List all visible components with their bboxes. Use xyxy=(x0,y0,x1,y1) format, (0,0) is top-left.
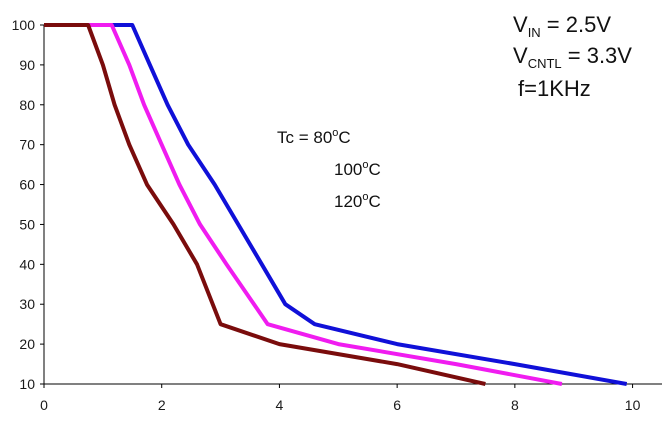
annotation-vin: VIN = 2.5V xyxy=(513,12,611,40)
annotation-temp-120: 120oC xyxy=(334,191,381,211)
annotation-tc-prefix: Tc = xyxy=(277,128,313,147)
y-tick-label: 20 xyxy=(19,336,35,352)
series-line-blue xyxy=(44,23,628,386)
x-tick-label: 8 xyxy=(511,397,519,413)
annotation-temp-100: 100oC xyxy=(334,159,381,179)
annotation-vcntl-sub: CNTL xyxy=(528,56,562,71)
x-tick-label: 4 xyxy=(276,397,284,413)
annotation-temp-80-unit: C xyxy=(338,128,350,147)
annotation-temp-80-sup: o xyxy=(332,127,338,139)
series-line-maroon xyxy=(44,23,486,386)
tick-labels: 10 20 30 40 50 60 70 80 90 100 0 2 4 6 8 10 xyxy=(12,17,641,413)
y-tick-label: 60 xyxy=(19,177,35,193)
annotation-vcntl-rest: = 3.3V xyxy=(562,43,633,68)
annotation-vcntl: VCNTL = 3.3V xyxy=(513,43,632,71)
y-tick-label: 40 xyxy=(19,256,35,272)
annotation-vin-rest: = 2.5V xyxy=(541,12,612,37)
x-tick-label: 10 xyxy=(625,397,641,413)
annotation-temp-100-sup: o xyxy=(362,159,368,171)
x-tick-label: 2 xyxy=(158,397,166,413)
annotation-vcntl-main: V xyxy=(513,43,528,68)
y-tick-label: 10 xyxy=(19,376,35,392)
y-tick-label: 50 xyxy=(19,216,35,232)
y-tick-label: 30 xyxy=(19,296,35,312)
y-tick-label: 80 xyxy=(19,97,35,113)
x-tick-label: 6 xyxy=(393,397,401,413)
annotation-temp-80: Tc = 80oC xyxy=(277,127,351,147)
y-tick-label: 100 xyxy=(12,17,36,33)
annotation-temp-80-value: 80 xyxy=(313,128,332,147)
y-tick-label: 70 xyxy=(19,137,35,153)
annotation-vin-main: V xyxy=(513,12,528,37)
x-tick-label: 0 xyxy=(40,397,48,413)
annotation-temp-120-unit: C xyxy=(369,192,381,211)
annotation-temp-100-unit: C xyxy=(369,160,381,179)
y-tick-label: 90 xyxy=(19,57,35,73)
annotation-temp-100-value: 100 xyxy=(334,160,362,179)
annotation-temp-120-sup: o xyxy=(362,191,368,203)
annotation-temp-120-value: 120 xyxy=(334,192,362,211)
annotation-vin-sub: IN xyxy=(528,25,541,40)
annotation-frequency: f=1KHz xyxy=(518,76,591,101)
series-line-magenta xyxy=(44,23,563,386)
series-lines xyxy=(44,23,628,386)
